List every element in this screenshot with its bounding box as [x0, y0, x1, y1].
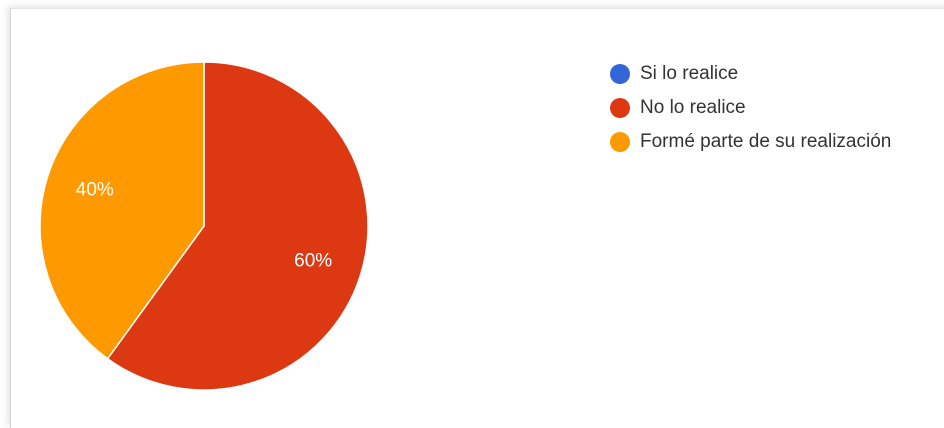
- legend-label: No lo realice: [640, 97, 746, 118]
- legend-swatch: [610, 64, 630, 84]
- legend-label: Formé parte de su realización: [640, 131, 892, 152]
- pie-slice-forme-parte[interactable]: [39, 61, 205, 360]
- legend-label: Si lo realice: [640, 63, 739, 84]
- legend: Si lo realice No lo realice Formé parte …: [610, 62, 891, 164]
- legend-swatch: [610, 98, 630, 118]
- legend-item-si-lo-realice[interactable]: Si lo realice: [610, 62, 891, 86]
- legend-item-forme-parte[interactable]: Formé parte de su realización: [610, 130, 891, 154]
- legend-item-no-lo-realice[interactable]: No lo realice: [610, 96, 891, 120]
- pie-slice-label-forme-parte: 40%: [76, 180, 114, 201]
- pie-slice-label-no-lo-realice: 60%: [294, 250, 332, 271]
- legend-swatch: [610, 132, 630, 152]
- pie-chart: 60% 40%: [39, 61, 369, 391]
- pie-slice-no-lo-realice[interactable]: [106, 61, 369, 391]
